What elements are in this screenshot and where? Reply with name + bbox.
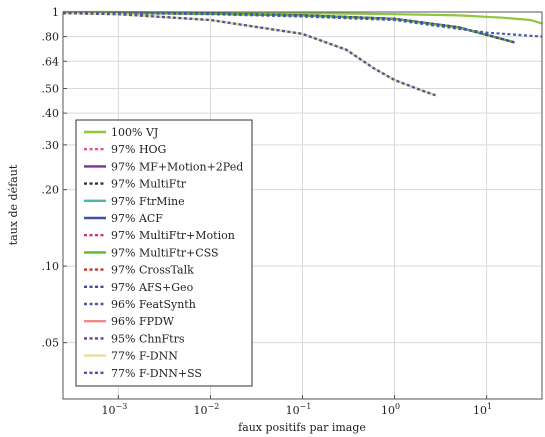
y-tick-label: .40: [42, 107, 60, 120]
y-axis-label: taux de défaut: [7, 164, 20, 245]
series-line-4: [63, 12, 515, 44]
legend-label: 77% F-DNN: [111, 350, 178, 363]
series-layer: [62, 10, 543, 97]
x-tick-label: 10−3: [102, 402, 128, 417]
x-tick-label: 10−2: [194, 402, 220, 417]
x-axis-label: faux positifs par image: [238, 421, 366, 434]
legend-label: 97% CrossTalk: [111, 264, 194, 277]
legend-label: 97% MultiFtr: [111, 178, 187, 191]
series-line-3: [63, 12, 515, 44]
series-line-7: [63, 12, 515, 44]
series-line-15: [62, 12, 437, 97]
legend-label: 97% FtrMine: [111, 195, 185, 208]
legend-label: 97% MF+Motion+2Ped: [111, 160, 243, 173]
y-tick-label: .50: [42, 82, 60, 95]
y-tick-label: .10: [42, 260, 60, 273]
legend-label: 97% HOG: [111, 143, 166, 156]
legend-label: 97% MultiFtr+CSS: [111, 246, 219, 259]
series-line-8: [63, 12, 515, 44]
y-tick-label: .20: [42, 184, 60, 197]
legend-label: 96% FPDW: [111, 315, 175, 328]
legend-label: 95% ChnFtrs: [111, 332, 185, 345]
series-line-6: [63, 12, 515, 44]
legend-label: 97% MultiFtr+Motion: [111, 229, 235, 242]
legend: 100% VJ 97% HOG 97% MF+Motion+2Ped 97% Mult…: [75, 119, 253, 387]
legend-label: 100% VJ: [111, 126, 158, 139]
y-tick-label: .05: [42, 337, 60, 350]
legend-label: 97% ACF: [111, 212, 163, 225]
y-tick-label: .30: [42, 139, 60, 152]
x-tick-label: 101: [473, 402, 492, 417]
y-tick-label: .64: [42, 55, 60, 68]
ticks-layer: 10−3 10−2 10−1 100 101 1 .80 .64 .50 .40 .30 .20 .10…: [42, 6, 493, 417]
series-line-2: [63, 12, 515, 44]
legend-label: 97% AFS+Geo: [111, 281, 194, 294]
x-tick-label: 10−1: [286, 402, 312, 417]
legend-label: 77% F-DNN+SS: [111, 367, 202, 380]
x-tick-label: 100: [381, 402, 400, 417]
y-tick-label: 1: [52, 6, 59, 19]
series-line-10: [63, 12, 515, 44]
y-tick-label: .80: [42, 31, 60, 44]
legend-label: 96% FeatSynth: [111, 298, 196, 311]
series-line-5: [63, 12, 515, 44]
series-line-9: [63, 12, 515, 44]
